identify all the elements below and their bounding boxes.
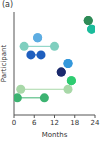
svg-text:6: 6 bbox=[32, 119, 37, 127]
svg-text:0: 0 bbox=[12, 119, 16, 127]
svg-text:Participant: Participant bbox=[8, 45, 9, 83]
svg-text:18: 18 bbox=[70, 119, 79, 127]
svg-text:24: 24 bbox=[91, 119, 92, 127]
svg-text:12: 12 bbox=[50, 119, 59, 127]
svg-text:Months: Months bbox=[42, 131, 68, 139]
html-text:(a): (a) bbox=[2, 0, 14, 9]
